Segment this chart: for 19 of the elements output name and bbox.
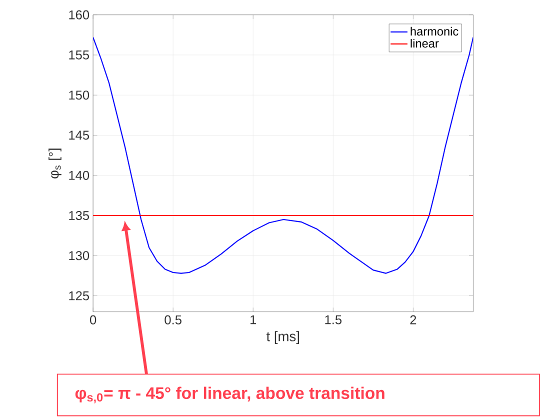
x-axis-title: t [ms] [266, 331, 300, 344]
y-axis-title: φ$_{s}$ [°] [48, 148, 62, 179]
x-tick-label: 1.5 [325, 315, 342, 324]
line-series [93, 36, 474, 274]
legend-label: linear [410, 39, 439, 48]
text: φ$_{s,0}$= π - 45° for linear, above transition [75, 386, 384, 404]
y-tick-label: 150 [69, 90, 90, 100]
y-tick-label: 130 [69, 251, 90, 260]
legend-label: harmonic [410, 27, 458, 36]
x-tick-label: 2 [410, 315, 416, 324]
y-tick-label: 160 [69, 10, 90, 20]
y-tick-label: 155 [69, 50, 90, 60]
y-tick-label: 140 [69, 170, 90, 180]
y-tick-label: 135 [69, 211, 90, 220]
y-tick-label: 125 [69, 291, 90, 300]
x-tick-label: 0 [90, 315, 96, 325]
x-tick-label: 0.5 [164, 315, 182, 325]
x-tick-label: 1 [250, 315, 256, 324]
y-tick-label: 145 [69, 130, 90, 140]
